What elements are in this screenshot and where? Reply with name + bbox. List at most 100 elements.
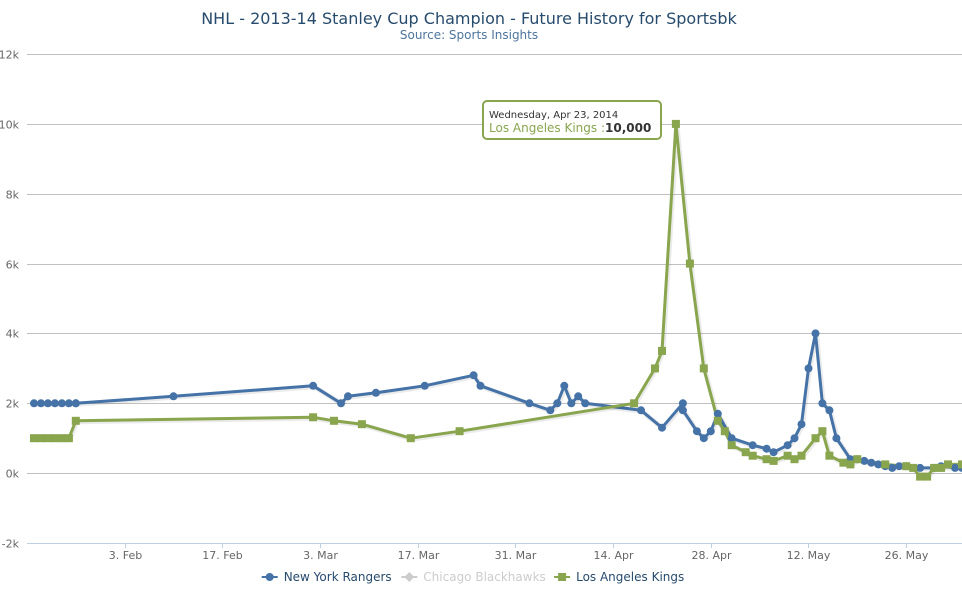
data-point[interactable]: [357, 420, 366, 429]
data-point[interactable]: [685, 259, 694, 268]
legend-item[interactable]: Chicago Blackhawks: [401, 570, 546, 584]
data-point[interactable]: [783, 451, 792, 460]
data-point[interactable]: [902, 462, 911, 471]
data-point[interactable]: [476, 381, 485, 390]
data-point[interactable]: [748, 451, 757, 460]
data-point[interactable]: [50, 399, 59, 408]
data-point[interactable]: [713, 416, 722, 425]
data-point[interactable]: [762, 444, 771, 453]
data-point[interactable]: [678, 399, 687, 408]
data-point[interactable]: [818, 427, 827, 436]
data-point[interactable]: [895, 462, 904, 471]
data-point[interactable]: [944, 460, 952, 469]
data-point[interactable]: [371, 388, 380, 397]
data-point[interactable]: [553, 399, 562, 408]
data-point[interactable]: [57, 399, 66, 408]
data-point[interactable]: [671, 119, 680, 128]
data-point[interactable]: [811, 329, 820, 338]
data-point[interactable]: [748, 441, 757, 450]
data-point[interactable]: [937, 463, 946, 472]
data-point[interactable]: [867, 458, 876, 467]
data-point[interactable]: [741, 448, 750, 457]
data-point[interactable]: [57, 434, 66, 443]
data-point[interactable]: [330, 416, 338, 425]
data-point[interactable]: [958, 460, 962, 469]
data-point[interactable]: [699, 364, 708, 373]
x-tick-label: 28. Apr: [691, 549, 731, 562]
data-point[interactable]: [874, 460, 883, 469]
data-point[interactable]: [692, 427, 701, 436]
data-point[interactable]: [658, 423, 666, 432]
y-tick-label: 4k: [6, 328, 20, 341]
data-point[interactable]: [762, 455, 771, 464]
data-point[interactable]: [71, 416, 80, 425]
data-point[interactable]: [455, 427, 464, 436]
data-point[interactable]: [560, 381, 569, 390]
data-point[interactable]: [825, 406, 834, 415]
data-point[interactable]: [630, 399, 639, 408]
data-point[interactable]: [839, 458, 848, 467]
data-point[interactable]: [860, 456, 869, 465]
data-point[interactable]: [309, 381, 318, 390]
data-point[interactable]: [637, 406, 645, 415]
data-point[interactable]: [546, 406, 555, 415]
data-point[interactable]: [881, 460, 890, 469]
data-point[interactable]: [923, 472, 932, 481]
data-point[interactable]: [916, 463, 925, 472]
data-point[interactable]: [678, 406, 687, 415]
data-point[interactable]: [846, 460, 855, 469]
data-point[interactable]: [699, 434, 708, 443]
data-point[interactable]: [769, 448, 778, 457]
data-point[interactable]: [420, 381, 429, 390]
data-point[interactable]: [769, 456, 778, 465]
data-point[interactable]: [337, 399, 345, 408]
data-point[interactable]: [909, 463, 918, 472]
data-point[interactable]: [930, 463, 939, 472]
data-point[interactable]: [783, 441, 792, 450]
data-point[interactable]: [658, 346, 666, 355]
data-point[interactable]: [811, 434, 820, 443]
data-point[interactable]: [43, 434, 52, 443]
data-point[interactable]: [64, 434, 73, 443]
data-point[interactable]: [888, 463, 897, 472]
data-point[interactable]: [574, 392, 583, 401]
data-point[interactable]: [525, 399, 534, 408]
data-point[interactable]: [832, 434, 841, 443]
data-point[interactable]: [790, 455, 799, 464]
data-point[interactable]: [797, 451, 806, 460]
data-point[interactable]: [567, 399, 576, 408]
legend-item[interactable]: New York Rangers: [261, 570, 392, 584]
data-point[interactable]: [797, 420, 806, 429]
data-point[interactable]: [309, 413, 318, 422]
data-point[interactable]: [790, 434, 799, 443]
data-point[interactable]: [713, 409, 722, 418]
data-point[interactable]: [720, 427, 729, 436]
data-point[interactable]: [30, 434, 38, 443]
data-point[interactable]: [406, 434, 415, 443]
data-point[interactable]: [706, 427, 715, 436]
data-point[interactable]: [50, 434, 59, 443]
data-point[interactable]: [71, 399, 80, 408]
data-point[interactable]: [727, 434, 736, 443]
legend-item[interactable]: Los Angeles Kings: [554, 570, 684, 584]
data-point[interactable]: [37, 399, 45, 408]
data-point[interactable]: [30, 399, 38, 408]
data-point[interactable]: [951, 463, 959, 472]
data-point[interactable]: [64, 399, 73, 408]
data-point[interactable]: [916, 472, 925, 481]
data-point[interactable]: [804, 364, 813, 373]
x-tick-label: 31. Mar: [495, 549, 537, 562]
data-point[interactable]: [37, 434, 45, 443]
data-point[interactable]: [344, 392, 352, 401]
data-point[interactable]: [853, 455, 862, 464]
data-point[interactable]: [727, 441, 736, 450]
x-tick-label: 3. Feb: [109, 549, 142, 562]
data-point[interactable]: [818, 399, 827, 408]
legend-marker: [558, 573, 567, 581]
data-point[interactable]: [469, 371, 478, 380]
data-point[interactable]: [43, 399, 52, 408]
data-point[interactable]: [651, 364, 659, 373]
data-point[interactable]: [169, 392, 178, 401]
data-point[interactable]: [581, 399, 590, 408]
data-point[interactable]: [825, 451, 834, 460]
